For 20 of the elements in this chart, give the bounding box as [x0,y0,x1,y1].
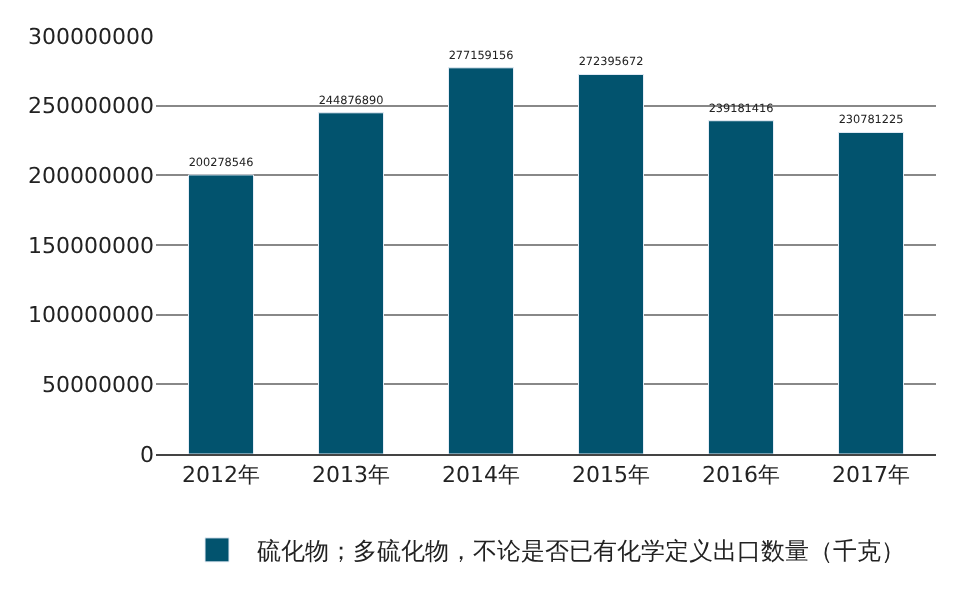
bar [578,73,644,454]
x-tick-label: 2014年 [442,462,520,489]
bar [318,112,384,454]
x-tick-label: 2017年 [832,462,910,489]
x-tick-label: 2015年 [572,462,650,489]
legend-label: 硫化物；多硫化物，不论是否已有化学定义出口数量（千克） [257,537,905,566]
y-tick-label: 50000000 [42,372,154,399]
x-tick-label: 2013年 [312,462,390,489]
bar [708,120,774,454]
y-tick-label: 100000000 [28,302,154,329]
bar [448,67,514,454]
y-tick-label: 0 [140,441,154,468]
y-tick-label: 200000000 [28,163,154,190]
bar [188,174,254,454]
x-tick-label: 2012年 [182,462,260,489]
y-tick-label: 300000000 [28,23,154,50]
bar [838,131,904,454]
y-tick-label: 150000000 [28,232,154,259]
x-tick-label: 2016年 [702,462,780,489]
y-tick-label: 250000000 [28,93,154,120]
